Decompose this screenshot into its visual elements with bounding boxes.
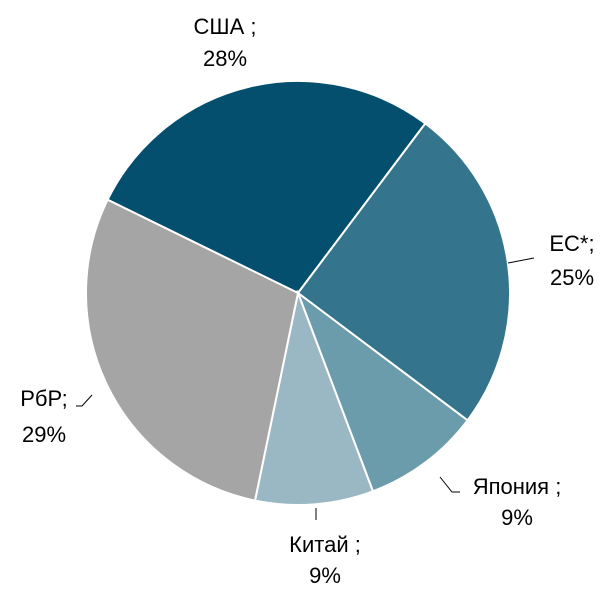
leader-line	[507, 257, 535, 264]
leader-line	[76, 394, 93, 407]
slice-label: США ;	[194, 14, 257, 39]
pie-slice	[295, 290, 469, 493]
value-label: 9%	[501, 505, 533, 530]
slice-label: Япония ;	[473, 474, 562, 499]
value-label: 28%	[203, 46, 247, 71]
pie-slice	[85, 198, 300, 502]
slice-label: РбР;	[20, 386, 68, 411]
value-label: 9%	[309, 563, 341, 588]
leader-line	[439, 476, 460, 493]
pie-slice	[106, 80, 427, 295]
slice-label: ЕС*;	[549, 231, 594, 256]
value-label: 25%	[550, 265, 594, 290]
pie-slice	[296, 122, 511, 422]
value-label: 29%	[22, 422, 66, 447]
slice-label: Китай ;	[289, 532, 361, 557]
pie-slice	[253, 289, 375, 506]
